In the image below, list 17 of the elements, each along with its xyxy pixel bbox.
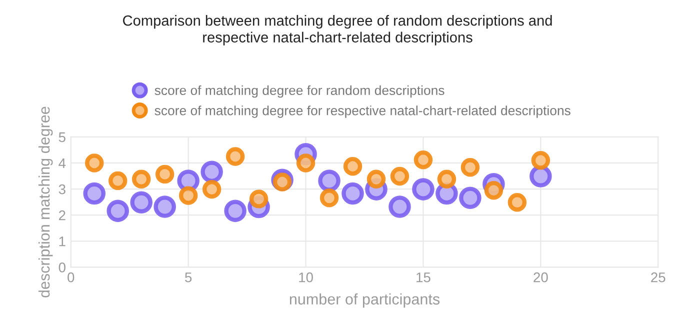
y-tick-label: 5 [58, 132, 66, 142]
x-tick-label: 0 [68, 272, 74, 282]
y-tick-label: 4 [58, 158, 66, 168]
x-tick-label: 20 [534, 272, 548, 282]
y-tick-label: 0 [58, 262, 66, 272]
y-axis-title: description matching degree [38, 106, 53, 298]
legend-label: score of matching degree for random descriptions [154, 85, 444, 98]
y-tick-label: 2 [58, 210, 66, 220]
chart-title: Comparison between matching degree of random descriptions and respective natal-chart-related descriptions [123, 15, 552, 46]
x-tick-label: 15 [416, 272, 430, 282]
x-tick-label: 5 [185, 272, 192, 282]
x-axis-title: number of participants [290, 293, 440, 308]
x-tick-label: 25 [651, 272, 666, 282]
x-tick-label: 10 [299, 272, 313, 282]
legend-label: score of matching degree for respective natal-chart-related descriptions [154, 106, 570, 118]
y-tick-label: 3 [58, 184, 66, 194]
y-tick-label: 1 [59, 236, 66, 246]
